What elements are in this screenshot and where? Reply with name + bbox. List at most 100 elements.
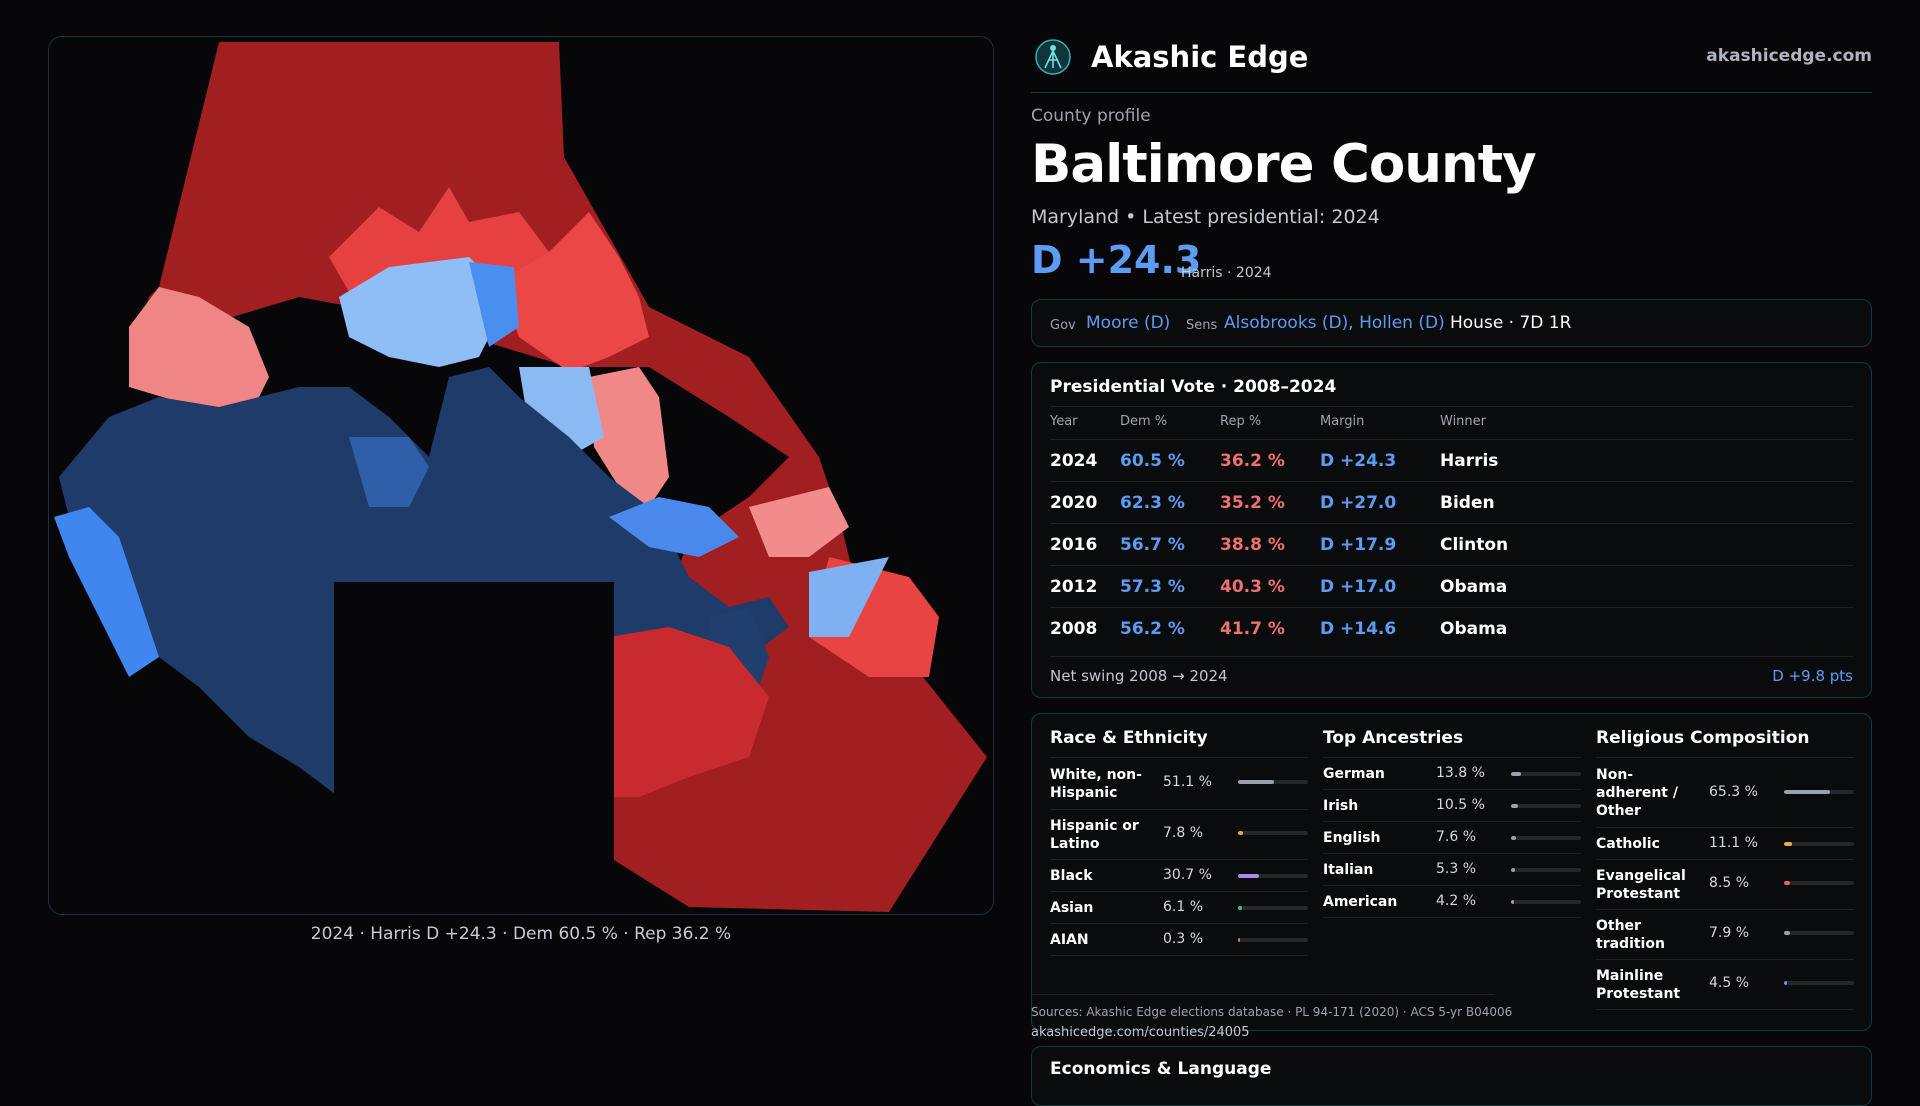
precinct-map-svg[interactable] bbox=[49, 37, 994, 915]
item-label: Black bbox=[1050, 868, 1093, 884]
item-bar-fill bbox=[1238, 780, 1274, 784]
sens-value: Alsobrooks (D), Hollen (D) bbox=[1224, 313, 1445, 333]
item-label: English bbox=[1323, 830, 1381, 846]
logo-icon[interactable] bbox=[1034, 38, 1072, 76]
item-bar-fill bbox=[1238, 831, 1244, 835]
precinct-map[interactable] bbox=[48, 36, 994, 915]
brand-name[interactable]: Akashic Edge bbox=[1091, 40, 1309, 74]
item-bar-fill bbox=[1238, 906, 1243, 910]
map-region-light-blue-se[interactable] bbox=[809, 557, 889, 637]
item-pct: 7.6 % bbox=[1436, 829, 1477, 845]
table-row: 2008 56.2 % 41.7 % D +14.6 Obama bbox=[1050, 607, 1853, 649]
item-pct: 4.5 % bbox=[1709, 975, 1750, 991]
headline-margin: D +24.3 bbox=[1031, 238, 1202, 282]
row-year: 2016 bbox=[1050, 535, 1098, 555]
ancestry-column: Top Ancestries German 13.8 % Irish 10.5 … bbox=[1323, 728, 1581, 918]
item-bar-fill bbox=[1784, 981, 1788, 985]
demographics-panel: Race & Ethnicity White, non-Hispanic 51.… bbox=[1031, 713, 1872, 1031]
item-bar bbox=[1238, 780, 1308, 784]
row-rep: 35.2 % bbox=[1220, 493, 1285, 513]
net-swing-value: D +9.8 pts bbox=[1772, 667, 1853, 685]
item-bar-fill bbox=[1784, 790, 1830, 794]
col-rep: Rep % bbox=[1220, 414, 1262, 429]
row-dem: 56.7 % bbox=[1120, 535, 1185, 555]
row-dem: 60.5 % bbox=[1120, 451, 1185, 471]
ancestry-title: Top Ancestries bbox=[1323, 728, 1581, 758]
item-label: Italian bbox=[1323, 862, 1374, 878]
brand-url[interactable]: akashicedge.com bbox=[1706, 46, 1872, 66]
religion-title: Religious Composition bbox=[1596, 728, 1854, 758]
map-region-light-red-nw[interactable] bbox=[129, 287, 269, 417]
item-label: Catholic bbox=[1596, 836, 1660, 852]
list-item: Black 30.7 % bbox=[1050, 860, 1308, 892]
item-label: Asian bbox=[1050, 900, 1094, 916]
row-rep: 41.7 % bbox=[1220, 619, 1285, 639]
row-rep: 36.2 % bbox=[1220, 451, 1285, 471]
table-row: 2016 56.7 % 38.8 % D +17.9 Clinton bbox=[1050, 523, 1853, 565]
row-winner: Obama bbox=[1440, 619, 1508, 639]
item-bar bbox=[1238, 874, 1308, 878]
sources-line: Sources: Akashic Edge elections database… bbox=[1031, 1005, 1513, 1019]
map-region-blue-east-cluster[interactable] bbox=[609, 497, 739, 557]
item-pct: 8.5 % bbox=[1709, 875, 1750, 891]
sources-url[interactable]: akashicedge.com/counties/24005 bbox=[1031, 1025, 1250, 1040]
col-winner: Winner bbox=[1440, 414, 1487, 429]
item-bar-fill bbox=[1511, 804, 1519, 808]
item-pct: 30.7 % bbox=[1163, 867, 1212, 883]
list-item: Asian 6.1 % bbox=[1050, 892, 1308, 924]
item-label: Mainline Protestant bbox=[1596, 968, 1681, 1002]
item-pct: 65.3 % bbox=[1709, 784, 1758, 800]
county-title: Baltimore County bbox=[1031, 134, 1537, 195]
row-year: 2020 bbox=[1050, 493, 1098, 513]
item-bar bbox=[1784, 881, 1854, 885]
list-item: American 4.2 % bbox=[1323, 886, 1581, 918]
row-margin: D +24.3 bbox=[1320, 451, 1397, 471]
row-year: 2008 bbox=[1050, 619, 1098, 639]
list-item: Catholic 11.1 % bbox=[1596, 828, 1854, 860]
row-dem: 56.2 % bbox=[1120, 619, 1185, 639]
list-item: White, non-Hispanic 51.1 % bbox=[1050, 758, 1308, 810]
table-row: 2024 60.5 % 36.2 % D +24.3 Harris bbox=[1050, 439, 1853, 481]
row-winner: Obama bbox=[1440, 577, 1508, 597]
presidential-vote-table: Presidential Vote · 2008–2024 Year Dem %… bbox=[1031, 362, 1872, 698]
row-margin: D +14.6 bbox=[1320, 619, 1397, 639]
item-pct: 51.1 % bbox=[1163, 774, 1212, 790]
item-bar bbox=[1238, 906, 1308, 910]
list-item: Italian 5.3 % bbox=[1323, 854, 1581, 886]
brand-header: Akashic Edge akashicedge.com bbox=[1031, 38, 1872, 93]
row-winner: Biden bbox=[1440, 493, 1495, 513]
map-region-pink-se[interactable] bbox=[749, 487, 849, 557]
gov-label: Gov bbox=[1050, 318, 1076, 333]
item-bar-fill bbox=[1511, 836, 1517, 840]
map-region-blue-west[interactable] bbox=[54, 507, 159, 677]
profile-kicker: County profile bbox=[1031, 106, 1151, 126]
col-margin: Margin bbox=[1320, 414, 1365, 429]
map-region-blue-north[interactable] bbox=[469, 262, 519, 347]
map-region-light-blue-north[interactable] bbox=[339, 257, 509, 367]
item-bar bbox=[1511, 836, 1581, 840]
map-region-blue-mid[interactable] bbox=[349, 437, 429, 507]
item-label: White, non-Hispanic bbox=[1050, 767, 1142, 801]
map-region-red-se[interactable] bbox=[609, 627, 769, 797]
item-label: German bbox=[1323, 766, 1385, 782]
map-harbor-cutout bbox=[334, 582, 614, 902]
item-bar-fill bbox=[1784, 881, 1790, 885]
item-label: Irish bbox=[1323, 798, 1359, 814]
row-margin: D +17.9 bbox=[1320, 535, 1397, 555]
net-swing: Net swing 2008 → 2024 D +9.8 pts bbox=[1050, 656, 1853, 685]
map-region-pink-east[interactable] bbox=[589, 367, 669, 507]
map-region-red-ne[interactable] bbox=[499, 212, 649, 372]
headline-margin-sub: Harris · 2024 bbox=[1181, 265, 1272, 281]
item-label: American bbox=[1323, 894, 1398, 910]
offices-bar: Gov Moore (D) Sens Alsobrooks (D), Holle… bbox=[1031, 299, 1872, 347]
item-bar-fill bbox=[1784, 842, 1792, 846]
col-dem: Dem % bbox=[1120, 414, 1168, 429]
item-bar-fill bbox=[1511, 868, 1515, 872]
row-winner: Harris bbox=[1440, 451, 1499, 471]
item-bar-fill bbox=[1784, 931, 1790, 935]
item-pct: 4.2 % bbox=[1436, 893, 1477, 909]
net-swing-label: Net swing 2008 → 2024 bbox=[1050, 667, 1228, 685]
item-pct: 7.9 % bbox=[1709, 925, 1750, 941]
row-dem: 62.3 % bbox=[1120, 493, 1185, 513]
race-column: Race & Ethnicity White, non-Hispanic 51.… bbox=[1050, 728, 1308, 956]
